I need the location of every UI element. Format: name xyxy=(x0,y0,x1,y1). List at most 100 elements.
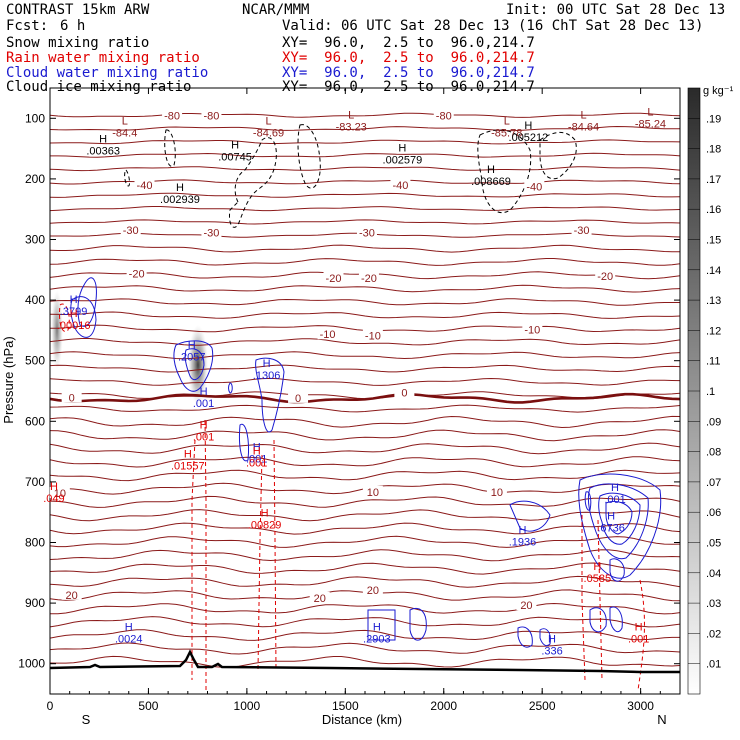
x-axis-right-label: N xyxy=(657,712,666,727)
temperature-contour-label: -40 xyxy=(137,180,153,192)
temperature-contour xyxy=(50,244,680,253)
field-snow-name: Snow mixing ratio xyxy=(6,35,150,51)
extremum-value: -85.24 xyxy=(635,118,666,130)
cloud-water-contour xyxy=(184,348,205,380)
colorbar-label: .15 xyxy=(706,235,721,247)
temperature-contour-label: -80 xyxy=(436,110,452,122)
cloud-water-contour xyxy=(409,607,427,641)
rain-water-contour xyxy=(257,454,263,671)
colorbar-label: .16 xyxy=(706,204,721,216)
temperature-contour-label: -30 xyxy=(574,225,590,237)
temperature-contour xyxy=(50,219,680,225)
cloud-ice-contour xyxy=(124,169,130,187)
extremum-value: -84.69 xyxy=(253,127,284,139)
x-tick-label: 1500 xyxy=(332,699,359,713)
temperature-contour xyxy=(50,469,680,482)
cloud-water-contour xyxy=(517,626,533,648)
temperature-contour xyxy=(50,364,680,373)
temperature-contour xyxy=(50,192,680,198)
extremum-value: .008669 xyxy=(471,176,511,188)
extremum-value: -83.23 xyxy=(336,121,367,133)
contour-label-bg xyxy=(61,588,82,600)
temperature-contour xyxy=(50,166,680,172)
extremum-value: .336 xyxy=(541,645,562,657)
contour-label-bg xyxy=(394,386,415,398)
y-tick-label: 400 xyxy=(25,293,45,307)
temperature-contour-label: 20 xyxy=(367,585,379,597)
contour-label-bg xyxy=(288,391,309,403)
temperature-contour xyxy=(50,404,680,413)
contour-label-bg xyxy=(571,224,592,236)
temperature-contour-label: -40 xyxy=(392,180,408,192)
temperature-contour-label: 20 xyxy=(520,600,532,612)
high-marker: H xyxy=(611,482,619,494)
extremum-value: .001 xyxy=(193,432,214,444)
valid-time: Valid: 06 UTC Sat 28 Dec 13 (16 ChT Sat … xyxy=(282,18,704,34)
low-marker: L xyxy=(580,109,586,121)
contour-label-bg xyxy=(162,109,183,121)
extremum-value: -84.64 xyxy=(568,121,599,133)
rain-water-contour xyxy=(581,515,586,681)
temperature-contour-label: -20 xyxy=(361,273,377,285)
rain-water-contour xyxy=(204,419,207,690)
cloud-water-contour xyxy=(589,607,607,633)
temperature-contour xyxy=(50,338,680,346)
temperature-contour-label: -20 xyxy=(597,271,613,283)
colorbar-label: .17 xyxy=(706,174,721,186)
cloud-ice-contour xyxy=(539,132,577,180)
extremum-value: .0024 xyxy=(115,633,143,645)
temperature-contour-label: -20 xyxy=(129,269,145,281)
y-tick-label: 100 xyxy=(25,111,45,125)
temperature-contour-label: -10 xyxy=(524,324,540,336)
field-rain-name: Rain water mixing ratio xyxy=(6,50,200,66)
extremum-value: .005212 xyxy=(509,132,549,144)
rain-water-contour xyxy=(597,519,603,681)
temperature-contour-label: 0 xyxy=(401,387,407,399)
colorbar-label: .03 xyxy=(706,598,721,610)
temperature-contour xyxy=(50,377,680,386)
high-marker: H xyxy=(125,621,133,633)
contour-label-bg xyxy=(356,226,377,238)
extremum-value: .00745 xyxy=(218,152,252,164)
temperature-contour-label: -80 xyxy=(164,110,180,122)
high-marker: H xyxy=(184,449,192,461)
contour-label-bg xyxy=(317,328,338,340)
high-marker: H xyxy=(607,510,615,522)
temperature-contour xyxy=(50,562,680,575)
extremum-value: -85.78 xyxy=(491,127,522,139)
cloud-ice-contour xyxy=(297,124,321,189)
y-tick-label: 500 xyxy=(25,354,45,368)
colorbar-label: .06 xyxy=(706,507,721,519)
temperature-contour-label: 20 xyxy=(314,593,326,605)
temperature-contour-label: -20 xyxy=(326,273,342,285)
temperature-contour xyxy=(50,575,680,588)
field-cloudice-name: Cloud ice mixing ratio xyxy=(6,79,192,95)
field-cloudwater-name: Cloud water mixing ratio xyxy=(6,65,209,81)
field-cloudwater-xy: XY= 96.0, 2.5 to 96.0,214.7 xyxy=(282,65,535,81)
temperature-contour-label: 20 xyxy=(66,590,78,602)
low-marker: L xyxy=(504,115,510,127)
x-tick-label: 500 xyxy=(138,699,158,713)
contour-label-bg xyxy=(362,329,383,341)
colorbar-label: .14 xyxy=(706,265,721,277)
x-tick-label: 1000 xyxy=(234,699,261,713)
x-tick-label: 3000 xyxy=(627,699,654,713)
x-axis-label: Distance (km) xyxy=(322,712,402,727)
high-marker: H xyxy=(188,340,196,352)
rain-water-contour xyxy=(191,439,196,680)
high-marker: H xyxy=(263,358,271,370)
field-rain-xy: XY= 96.0, 2.5 to 96.0,214.7 xyxy=(282,50,535,66)
terrain-line xyxy=(50,649,680,674)
temperature-contour xyxy=(50,616,680,628)
colorbar-label: .02 xyxy=(706,628,721,640)
temperature-contour xyxy=(50,112,680,118)
extremum-value: .001 xyxy=(628,633,649,645)
cloud-water-contour xyxy=(605,500,633,535)
x-tick-label: 2500 xyxy=(529,699,556,713)
high-marker: H xyxy=(487,164,495,176)
init-time: Init: 00 UTC Sat 28 Dec 13 xyxy=(506,2,726,18)
high-marker: H xyxy=(50,481,58,493)
high-marker: H xyxy=(99,134,107,146)
contour-label-bg xyxy=(433,109,454,121)
fcst-value: 6 h xyxy=(60,18,86,34)
